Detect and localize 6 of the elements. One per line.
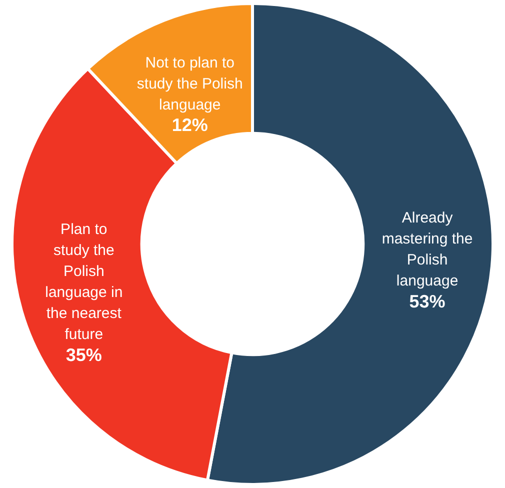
data-label: 35% bbox=[66, 344, 102, 365]
slice-label: Plan to study the Polish language in the nearest future bbox=[45, 221, 123, 344]
slice-label: Already mastering the Polish language bbox=[382, 210, 473, 290]
data-label: 12% bbox=[172, 115, 208, 136]
data-label: 53% bbox=[409, 291, 446, 312]
slice-label: Not to plan to study the Polish language bbox=[136, 54, 243, 114]
